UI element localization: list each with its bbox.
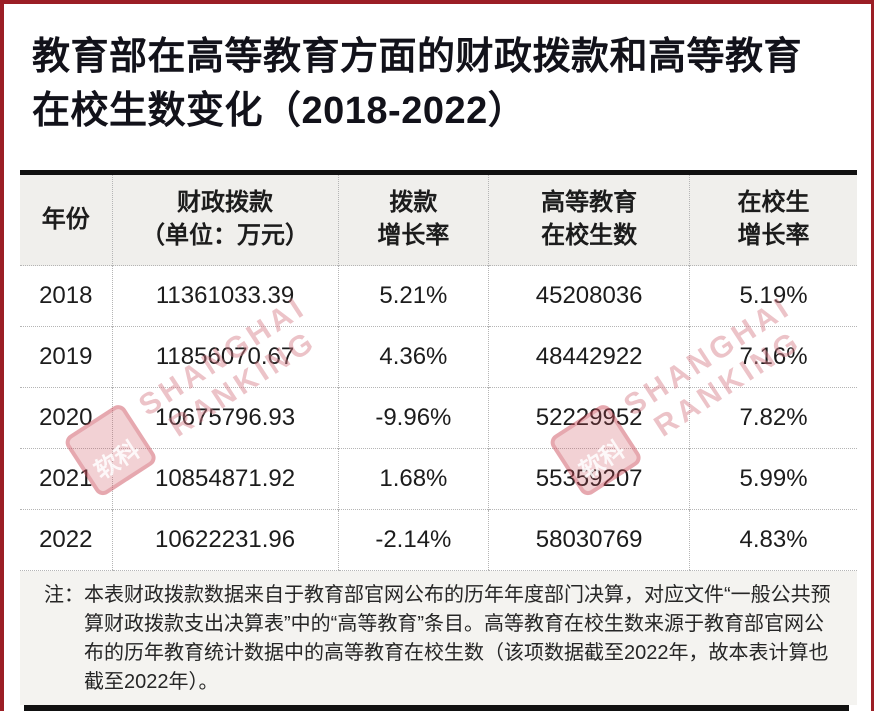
- col-header-enrollment-growth: 在校生 增长率: [689, 172, 857, 266]
- cell-funding: 10675796.93: [111, 387, 339, 449]
- col-header-year: 年份: [20, 172, 113, 266]
- table-row: 2021 10854871.92 1.68% 55359207 5.99%: [20, 448, 857, 510]
- table-row: 2018 11361033.39 5.21% 45208036 5.19%: [20, 265, 857, 327]
- cell-enrollment: 55359207: [488, 448, 690, 510]
- col-header-funding-growth: 拨款 增长率: [337, 172, 489, 266]
- cell-enrollment-growth: 7.16%: [689, 326, 857, 388]
- table-row: 2022 10622231.96 -2.14% 58030769 4.83%: [20, 509, 857, 571]
- cell-funding-growth: -2.14%: [337, 509, 489, 571]
- cell-enrollment: 45208036: [488, 265, 690, 327]
- cell-year: 2022: [20, 509, 113, 571]
- cell-enrollment-growth: 5.99%: [689, 448, 857, 510]
- cell-funding: 10854871.92: [111, 448, 339, 510]
- cell-year: 2020: [20, 387, 113, 449]
- cell-year: 2021: [20, 448, 113, 510]
- cell-funding: 11361033.39: [111, 265, 339, 327]
- cell-funding-growth: 1.68%: [337, 448, 489, 510]
- cell-year: 2018: [20, 265, 113, 327]
- col-header-funding: 财政拨款 （单位：万元）: [111, 172, 339, 266]
- data-table: 年份 财政拨款 （单位：万元） 拨款 增长率 高等教育 在校生数: [20, 170, 857, 571]
- table-header-row: 年份 财政拨款 （单位：万元） 拨款 增长率 高等教育 在校生数: [20, 172, 857, 266]
- cell-enrollment-growth: 4.83%: [689, 509, 857, 571]
- footnote: 注： 本表财政拨款数据来自于教育部官网公布的历年年度部门决算，对应文件“一般公共…: [20, 571, 857, 705]
- cell-year: 2019: [20, 326, 113, 388]
- page-title-line1: 教育部在高等教育方面的财政拨款和高等教育: [32, 36, 803, 78]
- cell-funding-growth: -9.96%: [337, 387, 489, 449]
- table-row: 2020 10675796.93 -9.96% 52229952 7.82%: [20, 387, 857, 449]
- cell-funding: 11856070.67: [111, 326, 339, 388]
- table-row: 2019 11856070.67 4.36% 48442922 7.16%: [20, 326, 857, 388]
- page-title: 教育部在高等教育方面的财政拨款和高等教育 在校生数变化（2018-2022）: [4, 4, 871, 138]
- cell-enrollment: 58030769: [488, 509, 690, 571]
- footnote-label: 注：: [44, 584, 84, 606]
- cell-enrollment-growth: 7.82%: [689, 387, 857, 449]
- cell-funding-growth: 4.36%: [337, 326, 489, 388]
- cell-funding-growth: 5.21%: [337, 265, 489, 327]
- bottom-divider: [24, 705, 849, 711]
- cell-funding: 10622231.96: [111, 509, 339, 571]
- cell-enrollment-growth: 5.19%: [689, 265, 857, 327]
- page-title-line2: 在校生数变化（2018-2022）: [32, 90, 527, 132]
- footnote-text: 本表财政拨款数据来自于教育部官网公布的历年年度部门决算，对应文件“一般公共预算财…: [84, 584, 831, 693]
- col-header-enrollment: 高等教育 在校生数: [488, 172, 690, 266]
- cell-enrollment: 52229952: [488, 387, 690, 449]
- cell-enrollment: 48442922: [488, 326, 690, 388]
